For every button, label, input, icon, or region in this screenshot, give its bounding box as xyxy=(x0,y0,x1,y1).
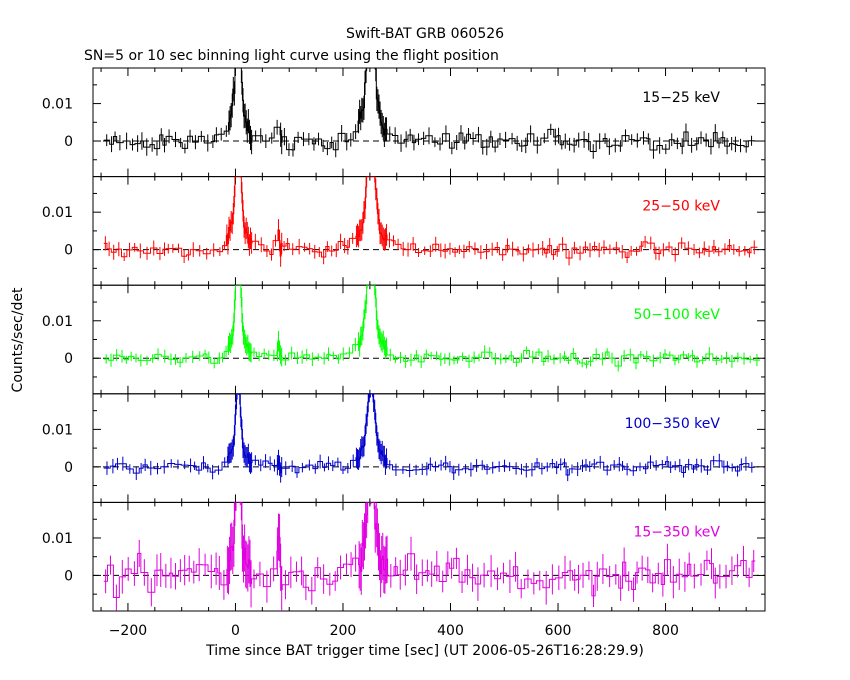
y-tick-label: 0.01 xyxy=(42,205,73,221)
y-tick-label: 0.01 xyxy=(42,531,73,547)
panel-3: 0 0.01 50−100 keV xyxy=(42,284,766,395)
panel-frame xyxy=(92,176,766,286)
chart-title: Swift-BAT GRB 060526 xyxy=(346,26,504,42)
light-curve-5 xyxy=(103,502,756,611)
series-line xyxy=(103,502,756,598)
band-label-1: 15−25 keV xyxy=(642,90,720,106)
light-curve-2 xyxy=(103,176,758,267)
y-tick-label: 0 xyxy=(64,351,73,367)
y-tick-label: 0.01 xyxy=(42,97,73,113)
x-axis-label: Time since BAT trigger time [sec] (UT 20… xyxy=(205,643,644,659)
panel-1: 0 0.01 15−25 keV xyxy=(42,67,766,178)
series-line xyxy=(103,285,761,367)
y-tick-label: 0 xyxy=(64,568,73,584)
series-line xyxy=(103,176,758,259)
x-tick-label: 600 xyxy=(545,623,572,639)
x-tick-label: 400 xyxy=(437,623,464,639)
band-label-5: 15−350 keV xyxy=(633,524,720,540)
panel-frame xyxy=(92,67,766,178)
panel-4: 0 0.01 100−350 keV xyxy=(42,393,766,503)
x-tick-label: 0 xyxy=(231,623,240,639)
y-tick-label: 0 xyxy=(64,134,73,150)
panel-frame xyxy=(92,393,766,503)
band-label-4: 100−350 keV xyxy=(625,416,721,432)
series-line xyxy=(103,68,755,152)
band-label-3: 50−100 keV xyxy=(633,307,720,323)
x-tick-label: −200 xyxy=(109,623,147,639)
panel-5: 0 0.01 15−350 keV xyxy=(42,501,766,612)
series-line xyxy=(103,393,755,476)
x-tick-label: 200 xyxy=(330,623,357,639)
light-curve-4 xyxy=(103,393,755,483)
panel-frame xyxy=(92,501,766,612)
band-label-2: 25−50 keV xyxy=(642,199,720,215)
y-tick-label: 0.01 xyxy=(42,314,73,330)
x-tick-label: 800 xyxy=(652,623,679,639)
y-tick-label: 0 xyxy=(64,243,73,259)
panels: 0 0.01 15−25 keV 0 0.01 25−50 keV 0 0.01 50−100 … xyxy=(42,67,766,639)
y-axis-label: Counts/sec/det xyxy=(10,287,26,392)
light-curve-1 xyxy=(103,68,755,159)
panel-frame xyxy=(92,284,766,395)
y-tick-label: 0.01 xyxy=(42,422,73,438)
chart-subtitle: SN=5 or 10 sec binning light curve using… xyxy=(84,48,499,64)
y-tick-label: 0 xyxy=(64,460,73,476)
light-curve-3 xyxy=(103,285,761,372)
panel-2: 0 0.01 25−50 keV xyxy=(42,176,766,286)
